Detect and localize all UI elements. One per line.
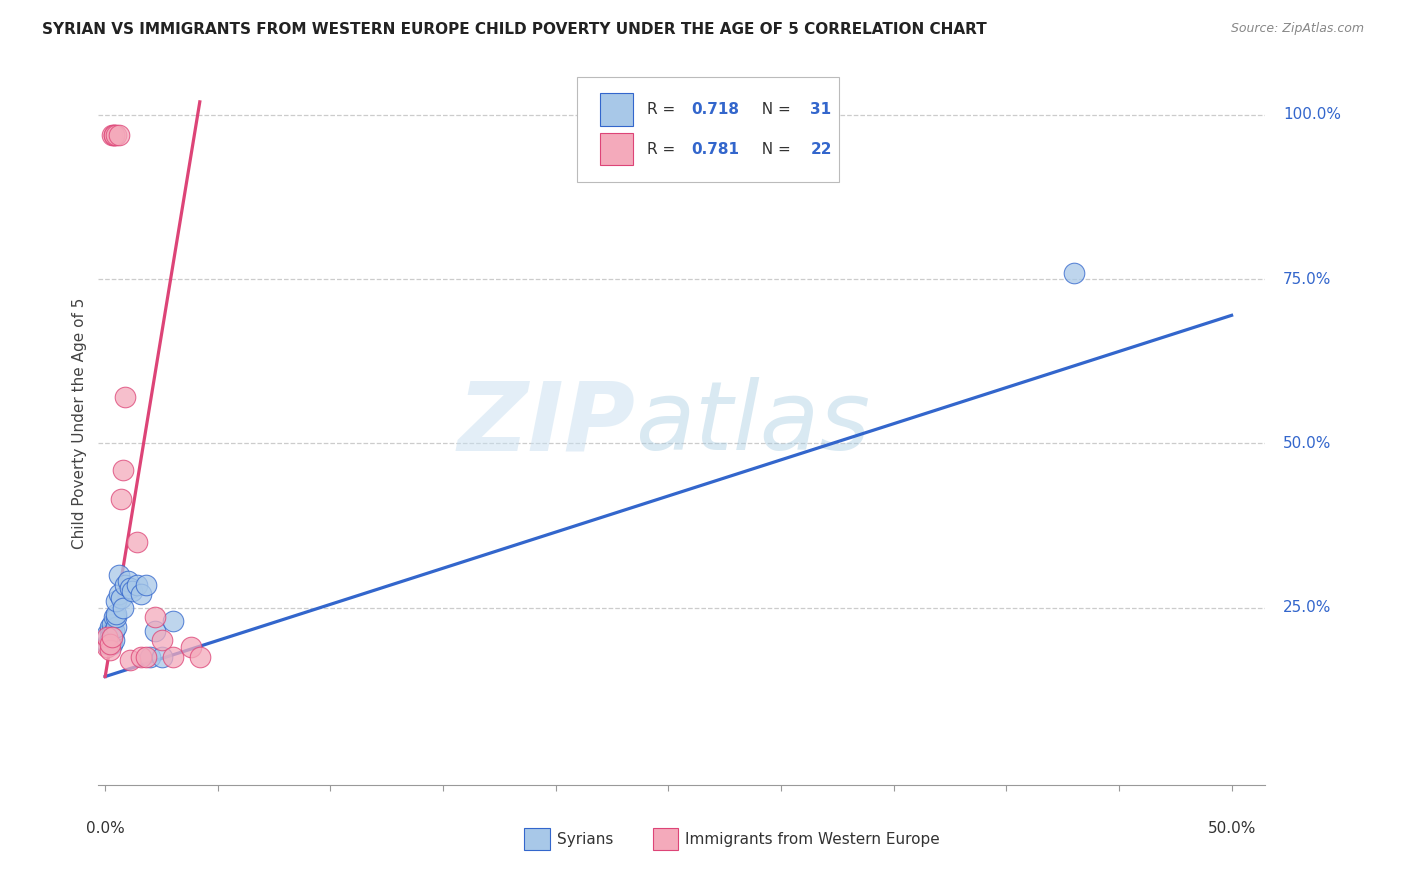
Point bbox=[98, 643, 121, 657]
Point bbox=[101, 637, 124, 651]
Point bbox=[103, 624, 125, 638]
Point bbox=[101, 630, 124, 644]
Text: 31: 31 bbox=[810, 102, 831, 117]
Text: 0.781: 0.781 bbox=[692, 142, 740, 157]
Text: Syrians: Syrians bbox=[557, 831, 613, 847]
Point bbox=[139, 649, 162, 664]
Text: Immigrants from Western Europe: Immigrants from Western Europe bbox=[685, 831, 941, 847]
Point bbox=[112, 463, 135, 477]
Point bbox=[125, 577, 148, 591]
Point bbox=[129, 649, 152, 664]
Point bbox=[98, 620, 121, 634]
Point bbox=[105, 610, 128, 624]
Point bbox=[110, 591, 132, 605]
Point bbox=[105, 607, 128, 622]
Point bbox=[101, 128, 124, 142]
Point bbox=[101, 617, 124, 632]
Text: R =: R = bbox=[647, 142, 681, 157]
Point bbox=[103, 633, 125, 648]
Text: atlas: atlas bbox=[636, 377, 870, 470]
Point bbox=[107, 587, 129, 601]
Point bbox=[107, 567, 129, 582]
Point bbox=[135, 649, 157, 664]
Text: 75.0%: 75.0% bbox=[1282, 272, 1331, 286]
Point bbox=[112, 600, 135, 615]
Point bbox=[125, 535, 148, 549]
FancyBboxPatch shape bbox=[524, 829, 550, 850]
Text: SYRIAN VS IMMIGRANTS FROM WESTERN EUROPE CHILD POVERTY UNDER THE AGE OF 5 CORREL: SYRIAN VS IMMIGRANTS FROM WESTERN EUROPE… bbox=[42, 22, 987, 37]
FancyBboxPatch shape bbox=[600, 93, 633, 126]
Text: Source: ZipAtlas.com: Source: ZipAtlas.com bbox=[1230, 22, 1364, 36]
Text: 50.0%: 50.0% bbox=[1282, 436, 1331, 450]
Point bbox=[105, 594, 128, 608]
Point bbox=[118, 653, 141, 667]
Point bbox=[114, 577, 136, 591]
Point bbox=[150, 633, 173, 648]
Point bbox=[1063, 266, 1085, 280]
Point bbox=[188, 649, 211, 664]
Point bbox=[121, 584, 143, 599]
Point bbox=[143, 624, 166, 638]
Point bbox=[114, 391, 136, 405]
Text: R =: R = bbox=[647, 102, 681, 117]
Point bbox=[162, 649, 184, 664]
Point bbox=[105, 620, 128, 634]
FancyBboxPatch shape bbox=[576, 77, 839, 182]
Point bbox=[101, 624, 124, 638]
Point bbox=[180, 640, 202, 654]
Text: ZIP: ZIP bbox=[457, 377, 636, 470]
FancyBboxPatch shape bbox=[652, 829, 679, 850]
Point bbox=[96, 637, 118, 651]
Point bbox=[105, 128, 128, 142]
Text: N =: N = bbox=[752, 102, 796, 117]
Text: N =: N = bbox=[752, 142, 796, 157]
Point bbox=[98, 624, 121, 638]
Point bbox=[107, 128, 129, 142]
Point bbox=[96, 640, 118, 654]
Point bbox=[129, 587, 152, 601]
Text: 100.0%: 100.0% bbox=[1282, 108, 1341, 122]
Point bbox=[103, 610, 125, 624]
Point bbox=[162, 614, 184, 628]
Text: 22: 22 bbox=[810, 142, 832, 157]
Text: 25.0%: 25.0% bbox=[1282, 600, 1331, 615]
Point bbox=[150, 649, 173, 664]
Point bbox=[98, 637, 121, 651]
Point bbox=[96, 627, 118, 641]
Text: 0.0%: 0.0% bbox=[86, 821, 125, 836]
Point bbox=[143, 610, 166, 624]
Point bbox=[98, 633, 121, 648]
Point bbox=[110, 492, 132, 507]
Point bbox=[103, 128, 125, 142]
Text: 0.718: 0.718 bbox=[692, 102, 740, 117]
Text: 50.0%: 50.0% bbox=[1208, 821, 1256, 836]
Point bbox=[135, 577, 157, 591]
Point bbox=[96, 630, 118, 644]
Point bbox=[118, 581, 141, 595]
Point bbox=[103, 128, 125, 142]
Point bbox=[117, 574, 139, 589]
FancyBboxPatch shape bbox=[600, 133, 633, 165]
Y-axis label: Child Poverty Under the Age of 5: Child Poverty Under the Age of 5 bbox=[72, 298, 87, 549]
